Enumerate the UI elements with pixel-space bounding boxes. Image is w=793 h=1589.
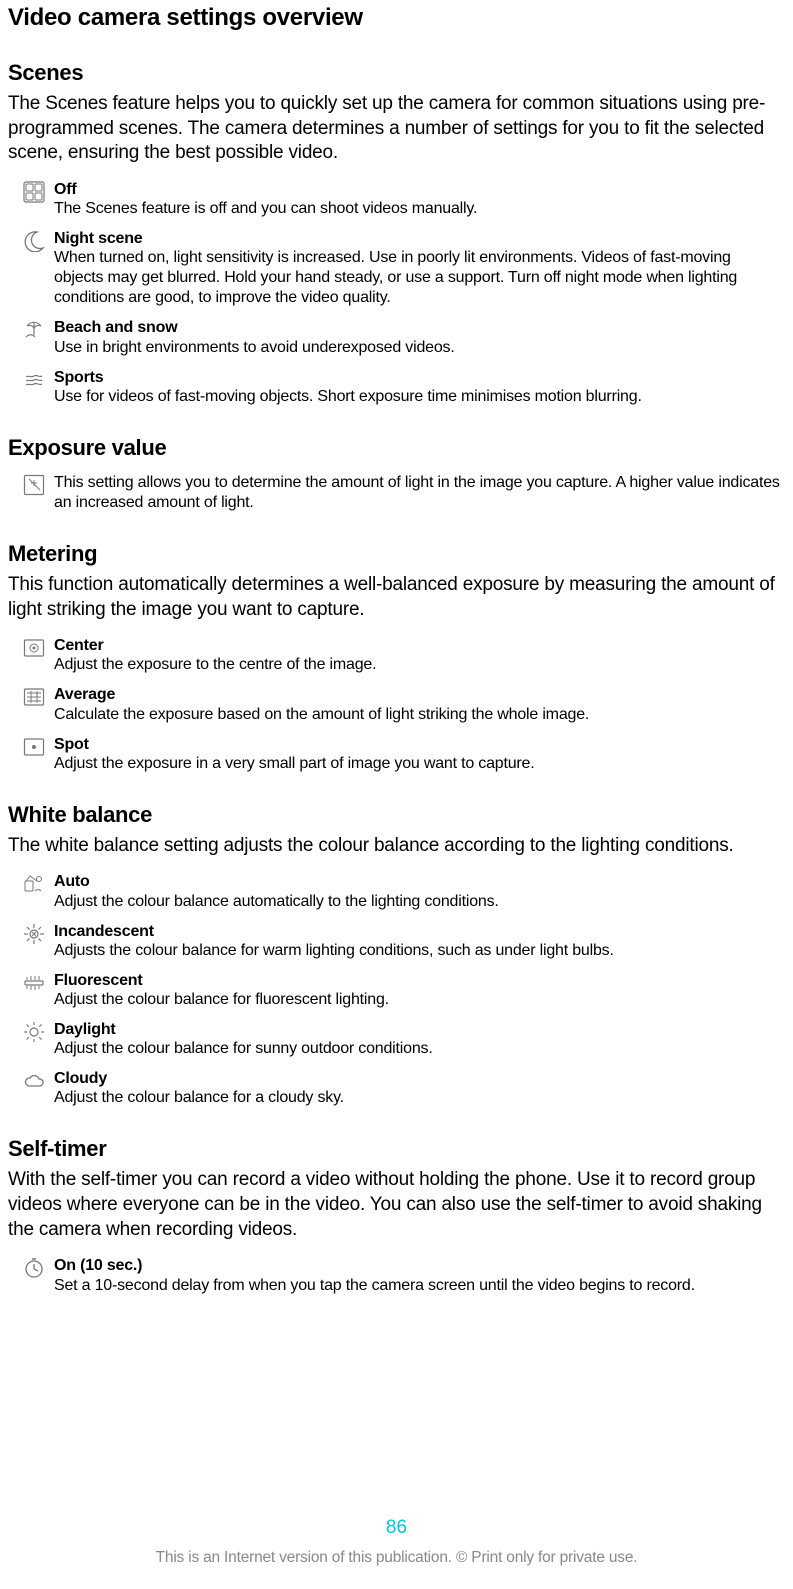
item-desc: Adjusts the colour balance for warm ligh… bbox=[54, 941, 781, 961]
moon-icon bbox=[16, 229, 52, 252]
page-footer: 86 This is an Internet version of this p… bbox=[0, 1517, 793, 1567]
item-title: Beach and snow bbox=[54, 318, 781, 337]
meter-average-icon bbox=[16, 685, 52, 708]
page-number: 86 bbox=[0, 1517, 793, 1539]
selftimer-heading: Self-timer bbox=[8, 1136, 785, 1162]
item-desc: When turned on, light sensitivity is inc… bbox=[54, 248, 781, 308]
item-desc: This setting allows you to determine the… bbox=[54, 473, 781, 513]
list-item: Cloudy Adjust the colour balance for a c… bbox=[16, 1069, 781, 1108]
item-desc: Use in bright environments to avoid unde… bbox=[54, 338, 781, 358]
metering-heading: Metering bbox=[8, 541, 785, 567]
list-item: Fluorescent Adjust the colour balance fo… bbox=[16, 971, 781, 1010]
item-title: On (10 sec.) bbox=[54, 1256, 781, 1275]
timer-icon bbox=[16, 1256, 52, 1279]
disclaimer: This is an Internet version of this publ… bbox=[0, 1549, 793, 1567]
wb-incandescent-icon bbox=[16, 922, 52, 945]
scenes-description: The Scenes feature helps you to quickly … bbox=[8, 92, 785, 166]
list-item: Daylight Adjust the colour balance for s… bbox=[16, 1020, 781, 1059]
item-desc: Adjust the colour balance for fluorescen… bbox=[54, 990, 781, 1010]
item-desc: The Scenes feature is off and you can sh… bbox=[54, 199, 781, 219]
exposure-value-icon bbox=[16, 473, 52, 496]
wb-auto-icon bbox=[16, 872, 52, 895]
item-title: Spot bbox=[54, 735, 781, 754]
list-item: Beach and snow Use in bright environment… bbox=[16, 318, 781, 357]
item-title: Fluorescent bbox=[54, 971, 781, 990]
item-desc: Calculate the exposure based on the amou… bbox=[54, 705, 781, 725]
exposure-heading: Exposure value bbox=[8, 435, 785, 461]
item-title: Auto bbox=[54, 872, 781, 891]
item-desc: Set a 10-second delay from when you tap … bbox=[54, 1276, 781, 1296]
item-title: Night scene bbox=[54, 229, 781, 248]
wb-cloudy-icon bbox=[16, 1069, 52, 1092]
item-desc: Adjust the exposure to the centre of the… bbox=[54, 655, 781, 675]
metering-list: Center Adjust the exposure to the centre… bbox=[8, 636, 785, 774]
list-item: This setting allows you to determine the… bbox=[16, 473, 781, 513]
whitebalance-description: The white balance setting adjusts the co… bbox=[8, 834, 785, 859]
item-desc: Adjust the exposure in a very small part… bbox=[54, 754, 781, 774]
item-title: Incandescent bbox=[54, 922, 781, 941]
meter-center-icon bbox=[16, 636, 52, 659]
selftimer-list: On (10 sec.) Set a 10-second delay from … bbox=[8, 1256, 785, 1295]
list-item: Night scene When turned on, light sensit… bbox=[16, 229, 781, 308]
whitebalance-heading: White balance bbox=[8, 802, 785, 828]
list-item: Spot Adjust the exposure in a very small… bbox=[16, 735, 781, 774]
item-title: Off bbox=[54, 180, 781, 199]
list-item: Auto Adjust the colour balance automatic… bbox=[16, 872, 781, 911]
scenes-heading: Scenes bbox=[8, 60, 785, 86]
item-title: Daylight bbox=[54, 1020, 781, 1039]
item-title: Center bbox=[54, 636, 781, 655]
selftimer-description: With the self-timer you can record a vid… bbox=[8, 1168, 785, 1242]
meter-spot-icon bbox=[16, 735, 52, 758]
list-item: Center Adjust the exposure to the centre… bbox=[16, 636, 781, 675]
beach-icon bbox=[16, 318, 52, 341]
list-item: Sports Use for videos of fast-moving obj… bbox=[16, 368, 781, 407]
item-desc: Adjust the colour balance automatically … bbox=[54, 892, 781, 912]
item-title: Sports bbox=[54, 368, 781, 387]
item-title: Cloudy bbox=[54, 1069, 781, 1088]
sports-icon bbox=[16, 368, 52, 391]
list-item: Average Calculate the exposure based on … bbox=[16, 685, 781, 724]
item-desc: Adjust the colour balance for a cloudy s… bbox=[54, 1088, 781, 1108]
item-desc: Adjust the colour balance for sunny outd… bbox=[54, 1039, 781, 1059]
page-title: Video camera settings overview bbox=[8, 4, 785, 32]
metering-description: This function automatically determines a… bbox=[8, 573, 785, 622]
wb-fluorescent-icon bbox=[16, 971, 52, 994]
list-item: Off The Scenes feature is off and you ca… bbox=[16, 180, 781, 219]
whitebalance-list: Auto Adjust the colour balance automatic… bbox=[8, 872, 785, 1108]
item-title: Average bbox=[54, 685, 781, 704]
item-desc: Use for videos of fast-moving objects. S… bbox=[54, 387, 781, 407]
grid-icon bbox=[16, 180, 52, 203]
scenes-list: Off The Scenes feature is off and you ca… bbox=[8, 180, 785, 407]
wb-daylight-icon bbox=[16, 1020, 52, 1043]
list-item: On (10 sec.) Set a 10-second delay from … bbox=[16, 1256, 781, 1295]
list-item: Incandescent Adjusts the colour balance … bbox=[16, 922, 781, 961]
exposure-list: This setting allows you to determine the… bbox=[8, 473, 785, 513]
